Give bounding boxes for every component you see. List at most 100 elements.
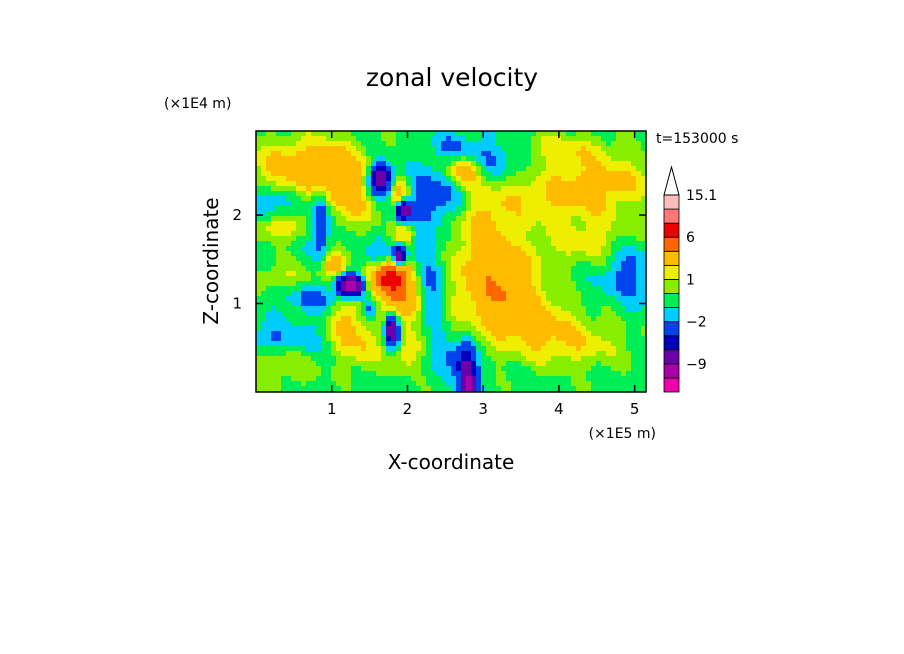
contour-cell — [316, 261, 322, 267]
contour-cell — [461, 296, 467, 302]
contour-cell — [641, 161, 647, 167]
contour-cell — [476, 336, 482, 342]
contour-cell — [431, 366, 437, 372]
contour-cell — [286, 281, 292, 287]
contour-cell — [481, 261, 487, 267]
contour-cell — [441, 241, 447, 247]
contour-cell — [461, 196, 467, 202]
contour-cell — [386, 341, 392, 347]
contour-cell — [326, 371, 332, 377]
contour-cell — [296, 311, 302, 317]
contour-cell — [441, 291, 447, 297]
contour-cell — [466, 221, 472, 227]
contour-cell — [436, 201, 442, 207]
contour-cell — [341, 161, 347, 167]
contour-cell — [556, 241, 562, 247]
contour-cell — [306, 216, 312, 222]
contour-cell — [566, 191, 572, 197]
contour-cell — [291, 296, 297, 302]
contour-cell — [536, 276, 542, 282]
contour-cell — [291, 301, 297, 307]
contour-cell — [631, 171, 637, 177]
contour-cell — [521, 241, 527, 247]
contour-cell — [306, 321, 312, 327]
contour-cell — [261, 221, 267, 227]
contour-cell — [271, 381, 277, 387]
x-unit-label: (×1E5 m) — [589, 426, 656, 442]
contour-cell — [456, 381, 462, 387]
contour-cell — [391, 356, 397, 362]
contour-cell — [261, 276, 267, 282]
contour-cell — [271, 201, 277, 207]
contour-cell — [296, 356, 302, 362]
contour-cell — [381, 201, 387, 207]
contour-cell — [541, 281, 547, 287]
contour-cell — [511, 351, 517, 357]
contour-cell — [431, 226, 437, 232]
contour-cell — [351, 191, 357, 197]
contour-cell — [626, 271, 632, 277]
contour-cell — [386, 281, 392, 287]
contour-cell — [371, 316, 377, 322]
contour-cell — [456, 236, 462, 242]
contour-cell — [521, 206, 527, 212]
contour-cell — [271, 291, 277, 297]
contour-cell — [446, 376, 452, 382]
contour-cell — [491, 261, 497, 267]
contour-cell — [376, 146, 382, 152]
contour-cell — [601, 366, 607, 372]
contour-cell — [471, 376, 477, 382]
contour-cell — [401, 356, 407, 362]
contour-cell — [316, 231, 322, 237]
contour-cell — [531, 376, 537, 382]
contour-cell — [291, 361, 297, 367]
contour-cell — [571, 246, 577, 252]
contour-cell — [461, 371, 467, 377]
contour-cell — [416, 146, 422, 152]
contour-cell — [256, 221, 262, 227]
contour-cell — [546, 186, 552, 192]
contour-cell — [561, 141, 567, 147]
contour-cell — [631, 206, 637, 212]
contour-cell — [486, 266, 492, 272]
contour-cell — [486, 361, 492, 367]
contour-cell — [441, 226, 447, 232]
contour-cell — [256, 226, 262, 232]
contour-cell — [456, 171, 462, 177]
contour-cell — [511, 211, 517, 217]
contour-cell — [426, 251, 432, 257]
contour-cell — [401, 166, 407, 172]
contour-cell — [326, 201, 332, 207]
contour-cell — [281, 266, 287, 272]
contour-cell — [546, 326, 552, 332]
contour-cell — [466, 201, 472, 207]
contour-cell — [276, 276, 282, 282]
contour-cell — [546, 146, 552, 152]
contour-cell — [551, 181, 557, 187]
contour-cell — [576, 261, 582, 267]
contour-cell — [506, 316, 512, 322]
contour-cell — [321, 151, 327, 157]
contour-cell — [621, 241, 627, 247]
contour-cell — [571, 146, 577, 152]
contour-cell — [486, 231, 492, 237]
contour-cell — [471, 311, 477, 317]
contour-cell — [586, 251, 592, 257]
contour-cell — [256, 181, 262, 187]
contour-cell — [481, 161, 487, 167]
contour-cell — [466, 166, 472, 172]
contour-cell — [481, 321, 487, 327]
contour-cell — [631, 331, 637, 337]
contour-cell — [501, 196, 507, 202]
contour-cell — [361, 351, 367, 357]
contour-cell — [636, 371, 642, 377]
contour-cell — [406, 216, 412, 222]
contour-cell — [401, 276, 407, 282]
contour-cell — [601, 281, 607, 287]
contour-cell — [611, 356, 617, 362]
contour-cell — [296, 246, 302, 252]
contour-cell — [256, 381, 262, 387]
contour-cell — [341, 301, 347, 307]
contour-cell — [561, 196, 567, 202]
contour-cell — [611, 216, 617, 222]
